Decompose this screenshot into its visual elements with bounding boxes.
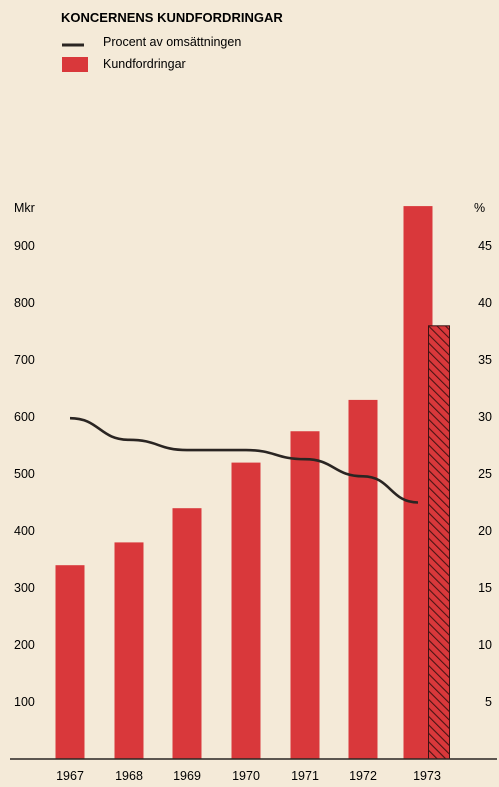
y-tick-left-700: 700 (14, 353, 35, 367)
y-tick-right-10: 10 (478, 638, 492, 652)
bar-kundfordringar-1972 (348, 399, 378, 759)
bar-kundfordringar-1968 (114, 542, 144, 759)
legend-label-bar: Kundfordringar (103, 57, 186, 71)
x-tick-1972: 1972 (349, 769, 377, 783)
bar-hatched-1973 (428, 325, 450, 760)
y-tick-left-200: 200 (14, 638, 35, 652)
chart-title: KONCERNENS KUNDFORDRINGAR (61, 10, 283, 25)
bar-kundfordringar-1969 (172, 508, 202, 759)
y-tick-left-500: 500 (14, 467, 35, 481)
bar-kundfordringar-1973 (403, 206, 433, 760)
line-layer (69, 416, 419, 504)
x-tick-1970: 1970 (232, 769, 260, 783)
bar-kundfordringar-1967 (55, 565, 85, 759)
y-tick-left-100: 100 (14, 695, 35, 709)
y-tick-left-900: 900 (14, 239, 35, 253)
y-axis-label-left: Mkr (14, 201, 35, 215)
x-ticks: 1967 1968 1969 1970 1971 1972 1973 (56, 769, 441, 783)
y-tick-left-800: 800 (14, 296, 35, 310)
legend-bar-swatch (62, 57, 88, 72)
bar-kundfordringar-1970 (231, 462, 261, 759)
y-tick-right-25: 25 (478, 467, 492, 481)
y-tick-right-15: 15 (478, 581, 492, 595)
y-tick-right-35: 35 (478, 353, 492, 367)
y-axis-label-right: % (474, 201, 485, 215)
y-tick-right-30: 30 (478, 410, 492, 424)
y-tick-left-400: 400 (14, 524, 35, 538)
y-tick-right-5: 5 (485, 695, 492, 709)
y-ticks-left: 100 200 300 400 500 600 700 800 900 (14, 239, 35, 709)
bar-kundfordringar-1971 (290, 431, 320, 759)
y-tick-right-45: 45 (478, 239, 492, 253)
legend-label-line: Procent av omsättningen (103, 35, 241, 49)
bars (55, 206, 450, 760)
x-tick-1971: 1971 (291, 769, 319, 783)
y-ticks-right: 5 10 15 20 25 30 35 40 45 (478, 239, 492, 709)
y-tick-right-40: 40 (478, 296, 492, 310)
x-tick-1973: 1973 (413, 769, 441, 783)
x-tick-1969: 1969 (173, 769, 201, 783)
x-tick-1967: 1967 (56, 769, 84, 783)
y-tick-left-300: 300 (14, 581, 35, 595)
y-tick-right-20: 20 (478, 524, 492, 538)
x-tick-1968: 1968 (115, 769, 143, 783)
y-tick-left-600: 600 (14, 410, 35, 424)
legend: Procent av omsättningen Kundfordringar (62, 35, 241, 72)
